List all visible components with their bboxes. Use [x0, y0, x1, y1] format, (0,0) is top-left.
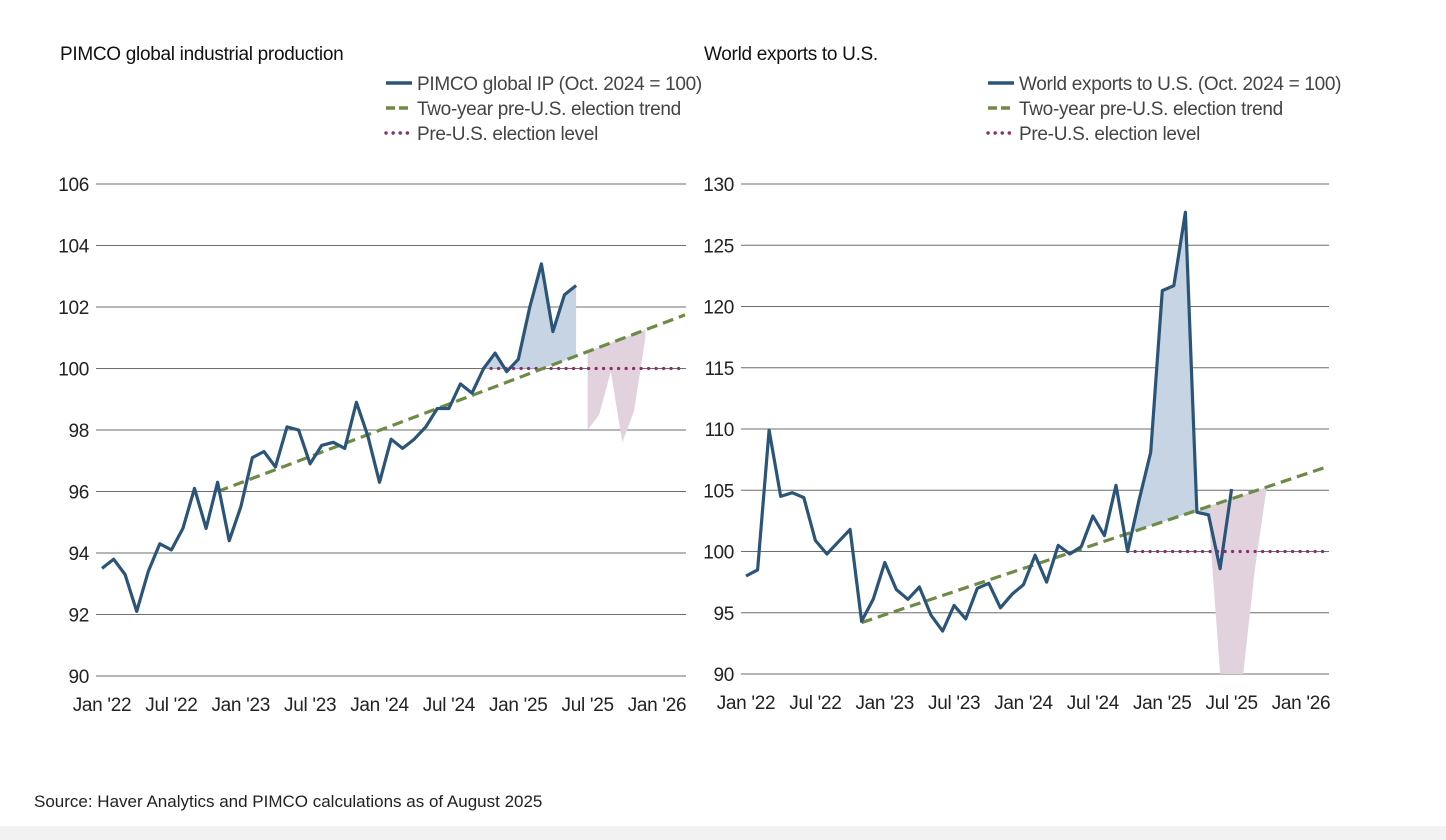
- chart-title: World exports to U.S.: [704, 44, 878, 65]
- y-tick-label: 120: [703, 298, 734, 319]
- source-note: Source: Haver Analytics and PIMCO calcul…: [34, 792, 543, 811]
- y-tick-label: 125: [703, 236, 734, 257]
- y-tick-label: 102: [58, 298, 89, 319]
- y-tick-label: 110: [705, 420, 734, 441]
- x-tick-label: Jul '23: [928, 693, 980, 714]
- above-trend-area: [483, 263, 577, 372]
- series-line: [101, 262, 578, 613]
- y-tick-label: 115: [705, 359, 734, 380]
- x-tick-label: Jan '23: [855, 693, 914, 714]
- y-tick-label: 96: [68, 483, 89, 504]
- chart-panel-2: World exports to U.S. 130 125 120 115 110 105 1…: [703, 44, 1341, 714]
- x-tick-label: Jan '22: [717, 693, 776, 714]
- x-tick-label: Jan '24: [350, 695, 409, 716]
- legend-label: Two-year pre-U.S. election trend: [1019, 99, 1283, 120]
- below-trend-area: [1208, 487, 1267, 674]
- x-tick-label: Jul '24: [1067, 693, 1120, 714]
- y-tick-label: 106: [58, 175, 89, 196]
- x-tick-label: Jul '25: [562, 695, 614, 716]
- x-tick-label: Jul '22: [789, 693, 841, 714]
- trend-line: [861, 464, 1330, 625]
- below-trend-area: [587, 329, 646, 443]
- x-tick-label: Jan '23: [211, 695, 270, 716]
- above-trend-area: [1127, 212, 1232, 569]
- y-tick-label: 98: [68, 421, 89, 442]
- y-tick-label: 100: [703, 543, 734, 564]
- x-tick-label: Jul '22: [145, 695, 197, 716]
- footer-band: [0, 826, 1446, 840]
- x-tick-label: Jul '25: [1206, 693, 1258, 714]
- x-tick-label: Jul '23: [284, 695, 336, 716]
- legend-label: PIMCO global IP (Oct. 2024 = 100): [417, 74, 702, 95]
- legend-label: Pre-U.S. election level: [417, 124, 598, 145]
- x-tick-label: Jan '25: [489, 695, 548, 716]
- y-tick-label: 90: [713, 665, 734, 686]
- trend-line: [217, 313, 686, 493]
- y-tick-label: 95: [713, 604, 734, 625]
- x-tick-label: Jan '26: [628, 695, 687, 716]
- y-tick-label: 100: [58, 360, 89, 381]
- chart-title: PIMCO global industrial production: [60, 44, 343, 65]
- legend: World exports to U.S. (Oct. 2024 = 100) T…: [986, 74, 1341, 145]
- legend-label: World exports to U.S. (Oct. 2024 = 100): [1019, 74, 1341, 95]
- legend: PIMCO global IP (Oct. 2024 = 100) Two-yea…: [384, 74, 702, 145]
- y-tick-label: 130: [703, 175, 734, 196]
- series-line: [745, 210, 1234, 633]
- y-tick-label: 90: [68, 667, 89, 688]
- y-tick-label: 104: [58, 237, 90, 258]
- legend-label: Pre-U.S. election level: [1019, 124, 1200, 145]
- y-tick-label: 92: [68, 606, 89, 627]
- y-tick-label: 94: [68, 544, 89, 565]
- legend-label: Two-year pre-U.S. election trend: [417, 99, 681, 120]
- chart-panel-1: PIMCO global industrial production 106 104…: [58, 44, 702, 716]
- x-tick-label: Jan '26: [1272, 693, 1331, 714]
- x-tick-label: Jul '24: [423, 695, 476, 716]
- x-tick-label: Jan '22: [73, 695, 132, 716]
- x-tick-label: Jan '24: [994, 693, 1053, 714]
- x-tick-label: Jan '25: [1133, 693, 1192, 714]
- y-tick-label: 105: [703, 481, 734, 502]
